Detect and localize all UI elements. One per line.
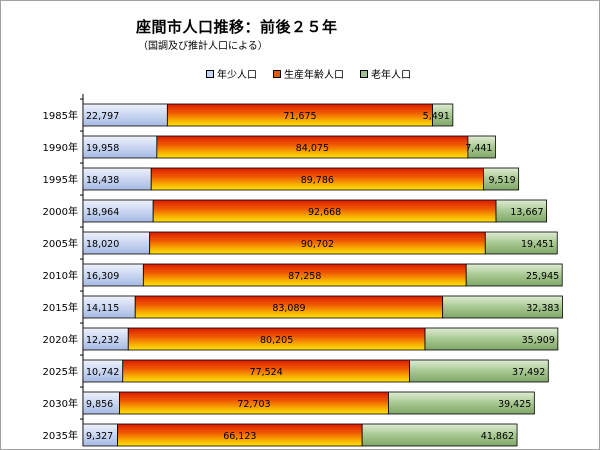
- value-label-youth-2: 18,438: [86, 175, 119, 186]
- value-label-elderly-5: 25,945: [526, 271, 559, 282]
- bar-elderly-4: [484, 231, 558, 255]
- legend-item-elderly: 老年人口: [360, 66, 411, 81]
- value-label-working-9: 72,703: [237, 399, 270, 410]
- value-label-elderly-2: 9,519: [488, 175, 515, 186]
- value-label-elderly-1: 7,441: [465, 143, 492, 154]
- value-label-working-10: 66,123: [223, 431, 256, 442]
- legend-swatch-youth: [206, 69, 214, 78]
- category-label-6: 2015年: [43, 301, 78, 314]
- category-label-0: 1985年: [43, 109, 78, 122]
- category-label-8: 2025年: [43, 365, 78, 378]
- value-label-elderly-8: 37,492: [512, 367, 545, 378]
- category-label-3: 2000年: [43, 205, 78, 218]
- bar-elderly-9: [388, 391, 535, 415]
- bar-elderly-1: [467, 135, 496, 159]
- legend: 年少人口 生産年齢人口 老年人口: [206, 66, 411, 81]
- chart-title: 座間市人口推移：前後２５年: [136, 18, 338, 36]
- category-label-4: 2005年: [43, 237, 78, 250]
- bar-elderly-6: [442, 295, 563, 319]
- value-label-youth-1: 19,958: [86, 143, 119, 154]
- value-label-elderly-9: 39,425: [498, 399, 531, 410]
- legend-item-youth: 年少人口: [206, 66, 257, 81]
- legend-swatch-elderly: [360, 69, 368, 78]
- value-label-youth-8: 10,742: [86, 367, 119, 378]
- legend-label-elderly: 老年人口: [371, 70, 411, 81]
- legend-swatch-working: [273, 69, 281, 78]
- value-label-working-8: 77,524: [250, 367, 283, 378]
- value-label-working-5: 87,258: [288, 271, 321, 282]
- bar-elderly-7: [424, 327, 559, 351]
- category-label-1: 1990年: [43, 141, 78, 154]
- value-label-working-1: 84,075: [296, 143, 329, 154]
- legend-label-youth: 年少人口: [217, 70, 257, 81]
- legend-item-working: 生産年齢人口: [273, 66, 344, 81]
- value-label-working-6: 83,089: [272, 303, 305, 314]
- category-label-2: 1995年: [43, 173, 78, 186]
- bar-elderly-5: [465, 263, 563, 287]
- value-label-youth-3: 18,964: [86, 207, 119, 218]
- bar-elderly-2: [483, 167, 520, 191]
- bar-elderly-10: [361, 423, 518, 447]
- legend-label-working: 生産年齢人口: [284, 70, 344, 81]
- value-label-working-4: 90,702: [301, 239, 334, 250]
- bar-elderly-0: [432, 103, 454, 127]
- category-label-9: 2030年: [43, 397, 78, 410]
- value-label-elderly-7: 35,909: [522, 335, 555, 346]
- value-label-working-3: 92,668: [308, 207, 341, 218]
- value-label-elderly-3: 13,667: [510, 207, 543, 218]
- value-label-youth-5: 16,309: [86, 271, 119, 282]
- bars-group: 1985年 22,797 71,675 5,491 1990年 19,958 84,075 7…: [43, 98, 563, 447]
- category-label-7: 2020年: [43, 333, 78, 346]
- value-label-youth-7: 12,232: [86, 335, 119, 346]
- value-label-youth-10: 9,327: [86, 431, 113, 442]
- chart-subtitle: （国調及び推計人口による）: [138, 41, 268, 52]
- value-label-youth-6: 14,115: [86, 303, 119, 314]
- value-label-youth-0: 22,797: [86, 111, 119, 122]
- value-label-working-0: 71,675: [283, 111, 316, 122]
- bar-elderly-3: [495, 199, 548, 223]
- bar-elderly-8: [409, 359, 549, 383]
- category-label-10: 2035年: [43, 429, 78, 442]
- value-label-elderly-10: 41,862: [481, 431, 514, 442]
- value-label-youth-9: 9,856: [86, 399, 113, 410]
- value-label-elderly-0: 5,491: [423, 111, 450, 122]
- value-label-elderly-4: 19,451: [521, 239, 554, 250]
- value-label-elderly-6: 32,383: [526, 303, 559, 314]
- value-label-youth-4: 18,020: [86, 239, 119, 250]
- category-label-5: 2010年: [43, 269, 78, 282]
- value-label-working-2: 89,786: [301, 175, 334, 186]
- value-label-working-7: 80,205: [260, 335, 293, 346]
